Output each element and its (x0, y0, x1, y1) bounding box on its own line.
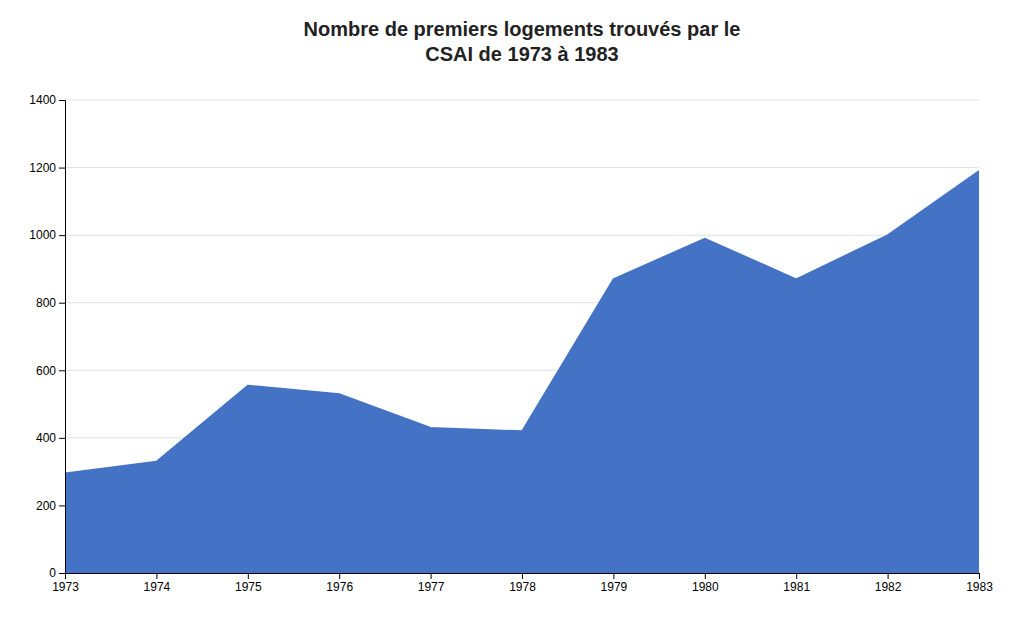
y-tick: 1200 (29, 161, 65, 175)
y-tick-label: 1000 (29, 228, 56, 242)
x-tick: 1983 (966, 573, 993, 594)
x-tick-label: 1974 (144, 580, 171, 594)
y-tick-label: 1200 (29, 161, 56, 175)
x-tick-mark (979, 573, 980, 579)
y-tick: 0 (49, 566, 65, 580)
x-tick-mark (796, 573, 797, 579)
x-tick-label: 1982 (875, 580, 902, 594)
x-tick: 1982 (875, 573, 902, 594)
x-tick-label: 1975 (235, 580, 262, 594)
y-tick-label: 200 (36, 499, 56, 513)
x-tick-label: 1979 (601, 580, 628, 594)
x-tick-label: 1983 (966, 580, 993, 594)
x-tick: 1979 (601, 573, 628, 594)
x-tick: 1976 (326, 573, 353, 594)
y-tick-mark (59, 303, 65, 304)
x-tick-mark (705, 573, 706, 579)
x-tick-label: 1980 (692, 580, 719, 594)
y-tick-mark (59, 370, 65, 371)
chart-svg: 1973 1974 1975 1976 1977 1978 1979 1980 1981 1982… (0, 0, 1024, 618)
area (65, 171, 979, 573)
x-tick-mark (522, 573, 523, 579)
y-tick-label: 1400 (29, 93, 56, 107)
x-tick-label: 1981 (783, 580, 810, 594)
y-tick-mark (59, 235, 65, 236)
y-tick-mark (59, 168, 65, 169)
grid-line (65, 167, 979, 168)
title-line: CSAI de 1973 à 1983 (425, 43, 618, 65)
y-tick: 800 (36, 296, 65, 310)
grid-line (65, 235, 979, 236)
y-tick-label: 400 (36, 431, 56, 445)
x-tick-mark (156, 573, 157, 579)
y-tick: 1000 (29, 228, 65, 242)
y-tick: 200 (36, 499, 65, 513)
y-tick-label: 800 (36, 296, 56, 310)
title: Nombre de premiers logements trouvés par… (304, 18, 741, 65)
y-axis-line (59, 101, 66, 574)
x-axis: 1973 1974 1975 1976 1977 1978 1979 1980 1981 1982… (52, 573, 993, 594)
x-tick: 1974 (144, 573, 171, 594)
x-tick: 1973 (52, 573, 79, 594)
grid-line (65, 100, 979, 101)
grid (65, 100, 979, 573)
x-tick-mark (613, 573, 614, 579)
x-tick: 1978 (509, 573, 536, 594)
plot: 1973 1974 1975 1976 1977 1978 1979 1980 1981 1982… (29, 93, 993, 593)
x-tick: 1975 (235, 573, 262, 594)
y-tick: 1400 (29, 93, 65, 107)
y-tick-label: 0 (49, 566, 56, 580)
x-tick-mark (888, 573, 889, 579)
title-line: Nombre de premiers logements trouvés par… (304, 18, 741, 40)
y-tick-mark (59, 505, 65, 506)
x-tick-mark (339, 573, 340, 579)
y-tick: 400 (36, 431, 65, 445)
x-tick-mark (248, 573, 249, 579)
x-tick-label: 1976 (326, 580, 353, 594)
y-axis: 0 200 400 600 800 1000 1200 1400 (29, 93, 65, 580)
y-tick-label: 600 (36, 364, 56, 378)
x-tick-mark (431, 573, 432, 579)
y-tick-mark (59, 100, 65, 101)
line (65, 171, 979, 473)
y-tick-mark (59, 573, 65, 574)
x-tick-label: 1978 (509, 580, 536, 594)
x-axis-line (66, 574, 980, 580)
y-tick: 600 (36, 364, 65, 378)
x-tick-label: 1973 (52, 580, 79, 594)
x-tick: 1981 (783, 573, 810, 594)
x-tick-label: 1977 (418, 580, 445, 594)
marks (65, 171, 979, 573)
y-tick-mark (59, 438, 65, 439)
x-tick: 1980 (692, 573, 719, 594)
x-tick: 1977 (418, 573, 445, 594)
